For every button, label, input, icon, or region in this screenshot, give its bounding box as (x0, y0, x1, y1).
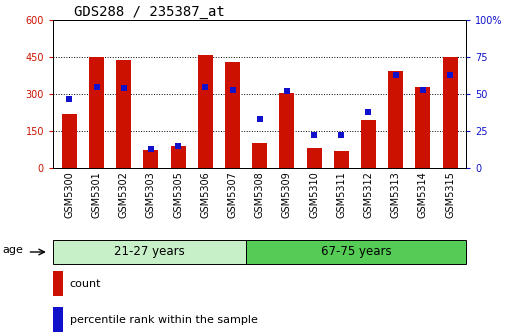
Bar (53, 271, 64, 296)
Bar (443, 57, 457, 168)
Point (364, 109, 373, 115)
Bar (416, 87, 430, 168)
Bar (246, 240, 466, 264)
Text: GSM5308: GSM5308 (255, 172, 264, 218)
Point (446, 72, 454, 78)
Text: GSM5307: GSM5307 (227, 172, 237, 218)
Point (147, 146, 155, 152)
Bar (225, 62, 240, 168)
Text: GSM5312: GSM5312 (364, 172, 374, 218)
Bar (388, 71, 403, 168)
Text: GSM5314: GSM5314 (418, 172, 428, 218)
Bar (89, 57, 104, 168)
Point (65, 96, 74, 101)
Point (228, 87, 237, 92)
Text: GSM5306: GSM5306 (200, 172, 210, 218)
Bar (116, 59, 131, 168)
Text: GDS288 / 235387_at: GDS288 / 235387_at (74, 5, 224, 19)
Point (201, 84, 209, 89)
Bar (279, 93, 294, 168)
Point (310, 133, 319, 138)
Point (282, 88, 291, 94)
Text: age: age (3, 245, 23, 255)
Point (92, 84, 101, 89)
Bar (307, 148, 322, 168)
Text: GSM5303: GSM5303 (146, 172, 156, 218)
Text: GSM5309: GSM5309 (282, 172, 292, 218)
Text: GSM5301: GSM5301 (92, 172, 102, 218)
Bar (53, 307, 64, 332)
Point (255, 117, 264, 122)
Bar (252, 143, 267, 168)
Point (337, 133, 346, 138)
Text: GSM5315: GSM5315 (445, 172, 455, 218)
Bar (198, 55, 213, 168)
Text: GSM5305: GSM5305 (173, 172, 183, 218)
Point (119, 85, 128, 91)
Point (419, 87, 427, 92)
Text: GSM5310: GSM5310 (309, 172, 319, 218)
Bar (334, 151, 349, 168)
Text: GSM5300: GSM5300 (64, 172, 74, 218)
Bar (171, 146, 185, 168)
Point (392, 72, 400, 78)
Bar (53, 240, 246, 264)
Text: 21-27 years: 21-27 years (114, 246, 185, 258)
Text: count: count (69, 279, 101, 289)
Text: 67-75 years: 67-75 years (321, 246, 392, 258)
Bar (62, 114, 77, 168)
Point (174, 143, 182, 149)
Bar (361, 120, 376, 168)
Text: GSM5313: GSM5313 (391, 172, 401, 218)
Text: percentile rank within the sample: percentile rank within the sample (69, 315, 258, 325)
Text: GSM5302: GSM5302 (119, 172, 129, 218)
Bar (144, 150, 158, 168)
Text: GSM5311: GSM5311 (337, 172, 346, 218)
